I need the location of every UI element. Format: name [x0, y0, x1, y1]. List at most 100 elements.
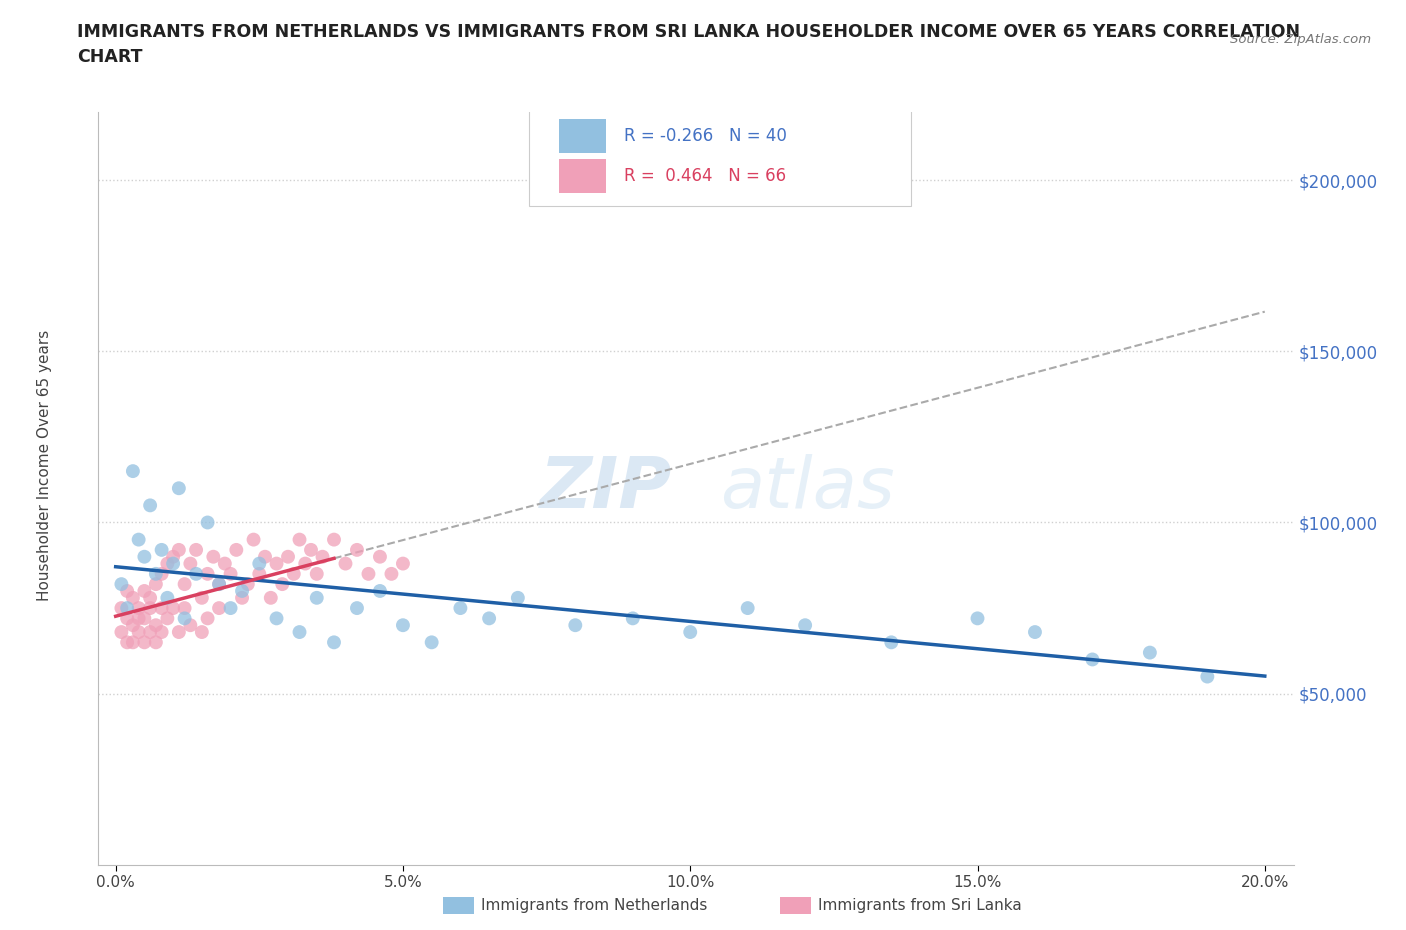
Point — [311, 550, 333, 565]
Point — [145, 577, 167, 591]
Point — [150, 601, 173, 616]
Point — [231, 591, 253, 605]
Point — [115, 635, 138, 650]
Point — [110, 625, 132, 640]
Point — [242, 532, 264, 547]
Point — [191, 625, 214, 640]
Text: atlas: atlas — [720, 454, 894, 523]
Point — [564, 618, 586, 632]
Point — [145, 635, 167, 650]
Point — [208, 577, 231, 591]
Point — [184, 566, 207, 581]
Point — [225, 542, 247, 557]
Point — [128, 611, 150, 626]
Point — [208, 601, 231, 616]
Point — [305, 566, 328, 581]
Point — [880, 635, 903, 650]
Point — [254, 550, 277, 565]
Point — [134, 611, 156, 626]
Point — [134, 583, 156, 598]
Point — [266, 556, 288, 571]
Text: IMMIGRANTS FROM NETHERLANDS VS IMMIGRANTS FROM SRI LANKA HOUSEHOLDER INCOME OVER: IMMIGRANTS FROM NETHERLANDS VS IMMIGRANT… — [77, 23, 1301, 66]
Point — [139, 601, 162, 616]
Point — [247, 566, 270, 581]
Point — [173, 601, 195, 616]
Point — [323, 635, 346, 650]
Point — [197, 515, 219, 530]
Point — [122, 591, 145, 605]
Point — [357, 566, 380, 581]
Point — [621, 611, 644, 626]
Point — [737, 601, 759, 616]
Text: Householder Income Over 65 years: Householder Income Over 65 years — [38, 329, 52, 601]
Point — [323, 532, 346, 547]
FancyBboxPatch shape — [529, 104, 911, 206]
Point — [202, 550, 225, 565]
Point — [478, 611, 501, 626]
Point — [794, 618, 817, 632]
Point — [167, 481, 190, 496]
Point — [219, 566, 242, 581]
Point — [173, 577, 195, 591]
Point — [1197, 670, 1219, 684]
Point — [191, 591, 214, 605]
Point — [110, 577, 132, 591]
Point — [392, 556, 415, 571]
Point — [156, 591, 179, 605]
Point — [219, 601, 242, 616]
Point — [139, 625, 162, 640]
Point — [346, 542, 368, 557]
Point — [197, 566, 219, 581]
Point — [134, 550, 156, 565]
Text: ZIP: ZIP — [540, 454, 672, 523]
Point — [288, 532, 311, 547]
Point — [208, 577, 231, 591]
Point — [288, 625, 311, 640]
Point — [368, 550, 391, 565]
Point — [368, 583, 391, 598]
Point — [145, 618, 167, 632]
Point — [231, 583, 253, 598]
Point — [162, 601, 184, 616]
Point — [173, 611, 195, 626]
Point — [266, 611, 288, 626]
FancyBboxPatch shape — [558, 159, 606, 193]
Point — [122, 635, 145, 650]
Point — [679, 625, 702, 640]
Point — [260, 591, 283, 605]
Point — [277, 550, 299, 565]
Point — [179, 556, 201, 571]
Point — [156, 611, 179, 626]
Point — [150, 625, 173, 640]
Point — [156, 556, 179, 571]
Point — [115, 583, 138, 598]
Text: Immigrants from Netherlands: Immigrants from Netherlands — [481, 898, 707, 913]
Point — [380, 566, 402, 581]
Point — [1024, 625, 1046, 640]
Point — [299, 542, 322, 557]
Point — [449, 601, 471, 616]
Text: R = -0.266   N = 40: R = -0.266 N = 40 — [624, 126, 787, 145]
Point — [162, 550, 184, 565]
Point — [139, 498, 162, 512]
Point — [128, 532, 150, 547]
FancyBboxPatch shape — [558, 119, 606, 153]
Point — [197, 611, 219, 626]
Point — [145, 566, 167, 581]
Point — [305, 591, 328, 605]
Point — [134, 635, 156, 650]
Point — [506, 591, 529, 605]
Point — [966, 611, 988, 626]
Point — [283, 566, 305, 581]
Point — [214, 556, 236, 571]
Point — [122, 464, 145, 479]
Point — [247, 556, 270, 571]
Point — [110, 601, 132, 616]
Point — [115, 611, 138, 626]
Point — [128, 601, 150, 616]
Point — [294, 556, 316, 571]
Point — [1139, 645, 1161, 660]
Point — [346, 601, 368, 616]
Point — [122, 618, 145, 632]
Point — [236, 577, 259, 591]
